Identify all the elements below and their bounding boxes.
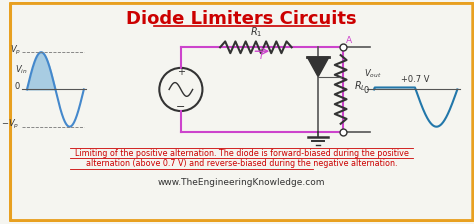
Text: $V_{in}$: $V_{in}$ [15,64,28,76]
Text: www.TheEngineeringKnowledge.com: www.TheEngineeringKnowledge.com [158,178,326,187]
Text: +0.7 V: +0.7 V [401,75,430,84]
Text: 0: 0 [364,86,369,95]
Text: $-V_p$: $-V_p$ [1,118,19,131]
Text: +: + [177,67,185,77]
Text: I: I [260,51,263,61]
Text: A: A [346,36,352,45]
Text: 0: 0 [15,82,20,91]
Text: Diode Limiters Circuits: Diode Limiters Circuits [127,10,357,28]
Text: Limiting of the positive alternation. The diode is forward-biased during the pos: Limiting of the positive alternation. Th… [75,149,409,158]
Text: alternation (above 0.7 V) and reverse-biased during the negative alternation.: alternation (above 0.7 V) and reverse-bi… [86,159,397,168]
Text: $V_p$: $V_p$ [10,44,21,57]
Text: $R_L$: $R_L$ [355,80,366,93]
Text: $V_{out}$: $V_{out}$ [364,68,382,80]
Text: −: − [176,102,185,112]
FancyBboxPatch shape [10,3,473,221]
Polygon shape [307,57,329,77]
Text: $R_1$: $R_1$ [250,26,263,39]
